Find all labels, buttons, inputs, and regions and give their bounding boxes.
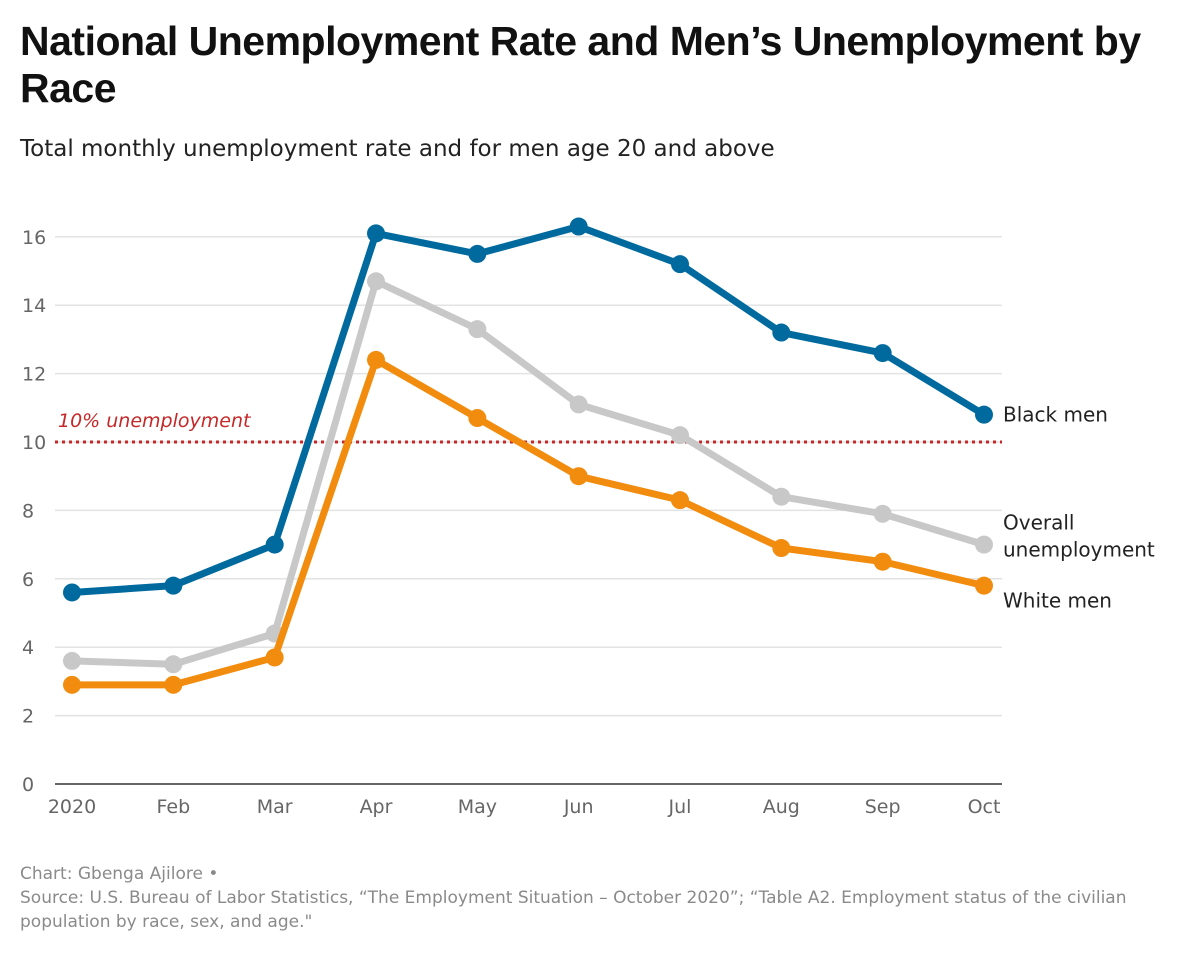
data-point (873, 552, 892, 571)
chart-title: National Unemployment Rate and Men’s Une… (20, 18, 1141, 111)
data-point (873, 344, 892, 363)
x-tick-label: Feb (157, 796, 191, 818)
data-point (265, 535, 284, 554)
series-line (68, 223, 988, 596)
data-point (367, 224, 385, 243)
y-tick-label: 14 (22, 295, 46, 317)
data-point (63, 583, 81, 602)
series-label: Black men (1003, 403, 1108, 427)
x-tick-label: Aug (763, 796, 800, 818)
data-point (975, 535, 993, 554)
y-tick-label: 10 (22, 432, 46, 454)
x-tick-label: May (458, 796, 497, 818)
data-point (772, 323, 791, 342)
data-point (671, 255, 689, 274)
data-point (367, 350, 385, 369)
data-point (671, 491, 689, 510)
series-white-men (63, 350, 993, 694)
data-point (569, 395, 588, 414)
data-point (468, 409, 487, 428)
y-tick-label: 16 (22, 227, 46, 249)
x-tick-label: Jul (668, 796, 692, 818)
x-tick-label: Mar (257, 796, 293, 818)
data-point (164, 655, 183, 674)
series-group (63, 217, 993, 694)
x-tick-label: Sep (865, 796, 901, 818)
series-labels: Overall unemployment White men Black men (1003, 403, 1155, 613)
data-point (164, 576, 183, 595)
y-tick-label: 6 (22, 569, 34, 591)
x-tick-label: Oct (968, 796, 1001, 818)
reference-line-group: 10% unemployment (55, 410, 1002, 444)
x-tick-label: 2020 (48, 796, 96, 818)
series-label: unemployment (1003, 538, 1155, 562)
data-point (975, 405, 993, 424)
data-point (63, 675, 81, 694)
data-point (468, 244, 487, 263)
data-point (772, 487, 791, 506)
y-tick-label: 8 (22, 500, 34, 522)
series-line (68, 277, 988, 668)
x-tick-label: Jun (563, 796, 594, 818)
data-point (569, 217, 588, 236)
gridlines: 0 2 4 6 8 10 12 14 16 (22, 227, 1002, 796)
data-point (367, 272, 385, 291)
y-tick-label: 12 (22, 364, 46, 386)
data-point (772, 539, 791, 558)
data-point (468, 320, 487, 339)
x-axis: 2020 Feb Mar Apr May Jun Jul Aug Sep Oct (48, 783, 1002, 818)
data-point (873, 504, 892, 523)
chart-source: Source: U.S. Bureau of Labor Statistics,… (20, 888, 1127, 932)
series-overall-unemployment (63, 272, 993, 674)
data-point (63, 651, 81, 670)
y-tick-label: 4 (22, 637, 34, 659)
data-point (975, 576, 993, 595)
chart-credit: Chart: Gbenga Ajilore • (20, 864, 219, 884)
data-point (671, 426, 689, 445)
y-tick-label: 0 (22, 774, 34, 796)
series-label: White men (1003, 589, 1112, 613)
x-tick-label: Apr (360, 796, 393, 818)
chart-footer: Chart: Gbenga Ajilore • Source: U.S. Bur… (20, 862, 1180, 934)
data-point (569, 467, 588, 486)
data-point (265, 648, 284, 667)
reference-line-label: 10% unemployment (58, 410, 252, 432)
series-label: Overall (1003, 511, 1074, 535)
y-tick-label: 2 (22, 706, 34, 728)
data-point (164, 675, 183, 694)
chart-subtitle: Total monthly unemployment rate and for … (20, 136, 775, 162)
series-line (68, 356, 988, 689)
series-black-men (63, 217, 993, 602)
